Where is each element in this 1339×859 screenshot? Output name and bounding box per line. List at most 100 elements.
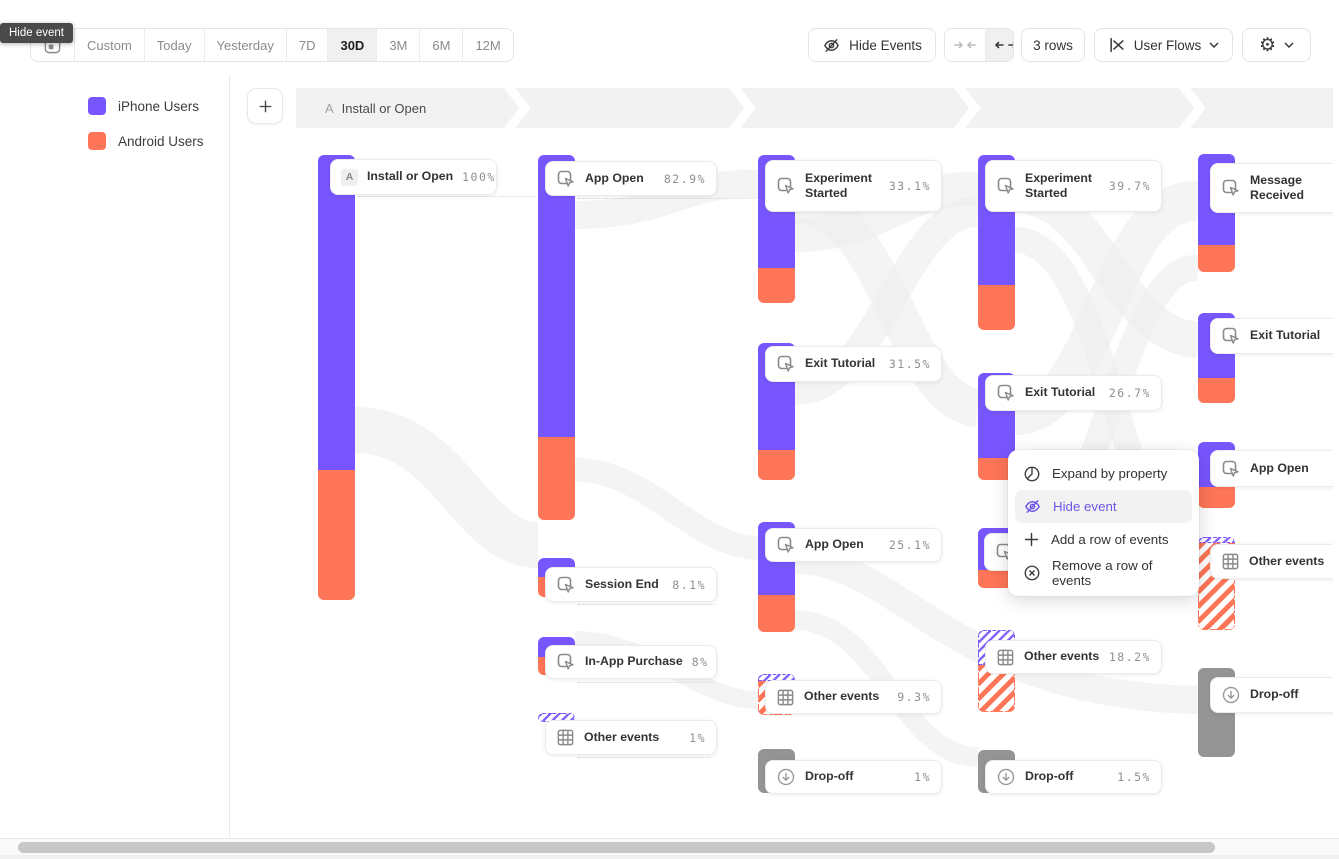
node-percent: 18.2% — [1108, 650, 1151, 664]
flow-node-exit-tutorial[interactable]: Exit Tutorial 31.5% — [765, 346, 942, 382]
flow-node-drop-off[interactable]: Drop-off — [1210, 677, 1333, 713]
date-range-custom[interactable]: Custom — [75, 29, 145, 61]
flow-node-drop-off[interactable]: Drop-off 1% — [765, 760, 942, 794]
event-icon — [996, 383, 1016, 403]
gear-icon: ⚙ — [1258, 34, 1277, 56]
other-events-icon — [556, 728, 575, 747]
date-range-30d[interactable]: 30D — [328, 29, 378, 61]
node-label: App Open — [1250, 460, 1309, 475]
toolbar: Custom Today Yesterday 7D 30D 3M 6M 12M Hide Ev… — [0, 0, 1339, 75]
flow-node-exit-tutorial[interactable]: Exit Tutorial 26.7% — [985, 375, 1162, 411]
plus-icon — [258, 99, 273, 114]
event-icon — [1221, 459, 1241, 479]
node-percent: 33.1% — [888, 179, 931, 193]
event-icon — [776, 354, 796, 374]
hide-event-icon — [1023, 497, 1042, 516]
legend-item-android-users[interactable]: Android Users — [88, 132, 204, 150]
node-label: Drop-off — [1250, 687, 1299, 702]
menu-item-label: Remove a row of events — [1052, 557, 1153, 588]
step-chevron-icon — [504, 83, 531, 133]
date-range-today[interactable]: Today — [144, 29, 205, 61]
other-events-icon — [776, 688, 795, 707]
node-percent: 9.3% — [897, 690, 931, 704]
event-icon — [776, 176, 796, 196]
node-label: Other events — [1024, 649, 1100, 664]
other-events-icon — [996, 648, 1015, 667]
scrollbar-thumb[interactable] — [18, 842, 1215, 853]
chevron-down-icon — [1284, 42, 1294, 48]
arrows-outward-icon — [995, 39, 1013, 51]
horizontal-scrollbar[interactable] — [0, 838, 1339, 855]
node-percent: 8.1% — [672, 577, 706, 592]
legend-item-iphone-users[interactable]: iPhone Users — [88, 97, 199, 115]
date-range-3m[interactable]: 3M — [377, 29, 421, 61]
node-percent: 31.5% — [888, 357, 931, 371]
date-range-12m[interactable]: 12M — [463, 29, 513, 61]
menu-item-label: Add a row of events — [1051, 532, 1169, 547]
legend-swatch — [88, 132, 106, 150]
column-width-toggle — [944, 28, 1014, 62]
hide-events-button[interactable]: Hide Events — [808, 28, 936, 62]
node-label: Other events — [804, 689, 880, 704]
flow-node-other-events[interactable]: Other events 9.3% — [765, 680, 942, 714]
event-icon — [556, 169, 576, 189]
flow-node-app-open[interactable]: App Open 25.1% — [765, 528, 942, 562]
node-label: Install or Open — [367, 169, 454, 184]
menu-item-label: Expand by property — [1052, 466, 1168, 481]
node-label: Session End — [585, 576, 659, 591]
flow-node-in-app-purchase[interactable]: In-App Purchase 8% — [545, 645, 717, 679]
flow-canvas: A Install or Open A Install or Open 100% Ap… — [230, 75, 1333, 838]
add-step-button[interactable] — [247, 88, 283, 124]
menu-item-remove-a-row-of-events[interactable]: Remove a row of events — [1015, 556, 1192, 589]
rows-count-label: 3 rows — [1033, 37, 1073, 53]
collapse-columns-button[interactable] — [945, 29, 986, 61]
flow-node-message-received[interactable]: Message Received — [1210, 163, 1333, 213]
node-label: Message Received — [1250, 172, 1305, 202]
menu-item-expand-by-property[interactable]: Expand by property — [1015, 457, 1192, 490]
node-percent: 8% — [691, 655, 709, 669]
drop-off-icon — [996, 767, 1016, 787]
view-selector-dropdown[interactable]: User Flows — [1094, 28, 1233, 62]
ribbon-edge — [578, 198, 756, 199]
node-percent: 25.1% — [888, 538, 931, 552]
view-selector-label: User Flows — [1133, 37, 1202, 53]
flow-bar-app-open[interactable] — [538, 155, 575, 520]
menu-item-hide-event[interactable]: Hide event — [1015, 490, 1192, 523]
step-chevron-icon — [1179, 83, 1206, 133]
expand-by-property-icon — [1023, 465, 1041, 483]
flow-node-other-events[interactable]: Other events 18.2% — [985, 640, 1162, 674]
menu-item-label: Hide event — [1053, 499, 1117, 514]
expand-columns-button[interactable] — [986, 29, 1013, 61]
flow-bar-install-or-open[interactable] — [318, 155, 355, 600]
flow-node-exit-tutorial[interactable]: Exit Tutorial — [1210, 318, 1333, 354]
legend-sidebar: iPhone Users Android Users — [0, 75, 230, 838]
flow-bar-exit-tutorial[interactable] — [758, 343, 795, 480]
settings-dropdown[interactable]: ⚙ — [1242, 28, 1311, 62]
flow-node-other-events[interactable]: Other events — [1210, 544, 1333, 579]
flow-node-session-end[interactable]: Session End 8.1% — [545, 567, 717, 602]
node-percent: 1.5% — [1117, 770, 1151, 784]
menu-item-add-a-row-of-events[interactable]: Add a row of events — [1015, 523, 1192, 556]
date-range-7d[interactable]: 7D — [286, 29, 329, 61]
flow-node-experiment-started[interactable]: Experiment Started 33.1% — [765, 160, 942, 212]
node-label: App Open — [585, 170, 644, 185]
rows-count-button[interactable]: 3 rows — [1021, 28, 1085, 62]
chevron-down-icon — [1209, 42, 1219, 48]
ribbon-edge — [578, 757, 710, 758]
date-range-6m[interactable]: 6M — [420, 29, 464, 61]
flow-node-app-open[interactable]: App Open 82.9% — [545, 161, 717, 196]
node-percent: 39.7% — [1108, 179, 1151, 193]
flow-node-drop-off[interactable]: Drop-off 1.5% — [985, 760, 1162, 794]
ribbon-edge — [578, 682, 716, 683]
step-chevron-icon — [954, 83, 981, 133]
flow-node-install-or-open[interactable]: A Install or Open 100% — [330, 159, 497, 195]
date-range-yesterday[interactable]: Yesterday — [204, 29, 287, 61]
node-percent: 1% — [689, 730, 706, 745]
date-range-picker: Custom Today Yesterday 7D 30D 3M 6M 12M — [30, 28, 514, 62]
flow-node-app-open[interactable]: App Open — [1210, 450, 1333, 487]
step-event-name: Install or Open — [341, 100, 427, 116]
node-label: Exit Tutorial — [805, 356, 876, 371]
flow-node-experiment-started[interactable]: Experiment Started 39.7% — [985, 160, 1162, 212]
flow-node-other-events[interactable]: Other events 1% — [545, 720, 717, 755]
